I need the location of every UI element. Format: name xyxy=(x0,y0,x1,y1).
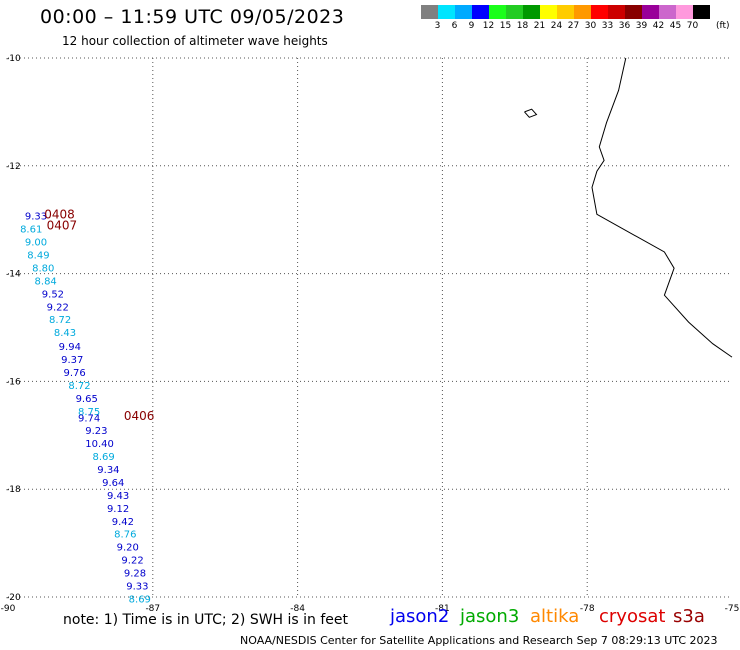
color-scale-label: 18 xyxy=(516,21,529,31)
color-scale-label: 21 xyxy=(533,21,546,31)
color-scale-swatch xyxy=(540,5,557,19)
map-title: 00:00 – 11:59 UTC 09/05/2023 xyxy=(40,6,345,28)
wave-height-color-scale xyxy=(421,5,710,19)
wave-height-value: 8.76 xyxy=(114,530,136,541)
latitude-tick-label: -16 xyxy=(6,377,21,387)
color-scale-swatch xyxy=(489,5,506,19)
longitude-tick-label: -75 xyxy=(725,604,740,614)
units-note: note: 1) Time is in UTC; 2) SWH is in fe… xyxy=(63,612,349,628)
color-scale-label: 9 xyxy=(468,21,475,31)
wave-height-value: 8.43 xyxy=(54,328,76,339)
wave-height-value: 9.12 xyxy=(107,504,129,515)
wave-height-value: 9.74 xyxy=(78,413,100,424)
peru-coastline xyxy=(591,57,733,358)
wave-height-value: 9.00 xyxy=(25,238,47,249)
color-scale-label: 6 xyxy=(451,21,458,31)
latitude-tick-label: -12 xyxy=(6,162,21,172)
wave-height-value: 9.76 xyxy=(64,368,86,379)
wave-height-value: 8.69 xyxy=(129,594,151,605)
color-scale-label: 12 xyxy=(482,21,495,31)
legend-cryosat: cryosat xyxy=(599,606,666,627)
longitude-tick-label: -87 xyxy=(145,604,160,614)
wave-height-value: 9.33 xyxy=(25,212,47,223)
color-scale-swatch xyxy=(608,5,625,19)
color-scale-swatch xyxy=(693,5,710,19)
legend-jason3: jason3 xyxy=(460,606,520,627)
color-scale-label: 24 xyxy=(550,21,563,31)
wave-height-value: 8.72 xyxy=(49,315,71,326)
coastline xyxy=(524,57,733,358)
wave-height-value: 9.22 xyxy=(121,556,143,567)
wave-height-value: 9.33 xyxy=(126,581,148,592)
color-scale-swatch xyxy=(472,5,489,19)
wave-height-value: 9.52 xyxy=(42,289,64,300)
wave-height-observations: 9.33 8.61 9.00 8.498.80 8.84 9.52 9.22 8.72 8.43… xyxy=(20,212,151,606)
color-scale-swatch xyxy=(438,5,455,19)
longitude-tick-label: -84 xyxy=(290,604,305,614)
color-scale-swatch xyxy=(591,5,608,19)
pass-time-label: 0407 xyxy=(47,218,78,232)
map-subtitle: 12 hour collection of altimeter wave hei… xyxy=(62,34,328,48)
color-scale-swatch xyxy=(523,5,540,19)
longitude-tick-label: -78 xyxy=(580,604,595,614)
wave-height-value: 8.80 xyxy=(32,263,54,274)
wave-height-value: 8.84 xyxy=(35,276,57,287)
color-scale-label: 39 xyxy=(635,21,648,31)
color-scale-swatch xyxy=(455,5,472,19)
wave-height-value: 9.37 xyxy=(61,355,83,366)
color-scale-label: 15 xyxy=(499,21,512,31)
wave-height-value: 9.43 xyxy=(107,491,129,502)
wave-height-value: 9.20 xyxy=(117,543,139,554)
wave-height-value: 9.94 xyxy=(59,342,81,353)
color-scale-swatch xyxy=(506,5,523,19)
color-scale-label: 36 xyxy=(618,21,631,31)
latitude-tick-label: -20 xyxy=(6,593,21,603)
island-outline xyxy=(524,108,538,118)
color-scale-swatch xyxy=(574,5,591,19)
color-scale-label: 42 xyxy=(652,21,665,31)
latitude-tick-label: -14 xyxy=(6,270,21,280)
color-scale-swatch xyxy=(625,5,642,19)
legend-jason2: jason2 xyxy=(390,606,450,627)
color-scale-unit: (ft) xyxy=(716,21,730,31)
longitude-tick-label: -90 xyxy=(1,604,16,614)
pass-time-label: 0406 xyxy=(124,409,155,423)
color-scale-label: 45 xyxy=(669,21,682,31)
color-scale-swatch xyxy=(642,5,659,19)
color-scale-label: 30 xyxy=(584,21,597,31)
color-scale-swatch xyxy=(659,5,676,19)
color-scale-label: 3 xyxy=(434,21,441,31)
latitude-tick-label: -18 xyxy=(6,485,21,495)
wave-height-value: 9.34 xyxy=(97,465,119,476)
latitude-tick-label: -10 xyxy=(6,54,21,64)
color-scale-swatch xyxy=(557,5,574,19)
wave-height-value: 9.28 xyxy=(124,569,146,580)
wave-height-value: 8.61 xyxy=(20,225,42,236)
legend-altika: altika xyxy=(530,606,580,627)
color-scale-label: 27 xyxy=(567,21,580,31)
wave-height-value: 8.69 xyxy=(92,452,114,463)
color-scale-label: 33 xyxy=(601,21,614,31)
wave-height-value: 10.40 xyxy=(85,439,114,450)
wave-height-value: 9.64 xyxy=(102,478,124,489)
wave-height-value: 9.23 xyxy=(85,426,107,437)
wave-height-value: 9.22 xyxy=(47,302,69,313)
color-scale-swatch xyxy=(676,5,693,19)
longitude-tick-label: -81 xyxy=(435,604,450,614)
wave-height-value: 8.72 xyxy=(68,381,90,392)
wave-height-value: 9.65 xyxy=(76,394,98,405)
color-scale-label: 70 xyxy=(686,21,699,31)
wave-height-value: 8.75 xyxy=(78,407,100,418)
footer-credit: NOAA/NESDIS Center for Satellite Applica… xyxy=(240,634,718,647)
axis-tick-labels: -90 -87 -84 -81 -78 -75 -10 -12 -14 -16 -18 -20 xyxy=(1,54,740,614)
graticule xyxy=(8,57,732,598)
color-scale-labels: 3 6 9 12 15 18 21 24 27 30 33 36 39 42 45 70 xyxy=(421,21,701,31)
color-scale-swatch xyxy=(421,5,438,19)
legend-s3a: s3a xyxy=(673,606,705,627)
wave-height-value: 8.49 xyxy=(27,251,49,262)
pass-time-label: 0408 xyxy=(44,208,75,222)
wave-height-value: 9.42 xyxy=(112,517,134,528)
